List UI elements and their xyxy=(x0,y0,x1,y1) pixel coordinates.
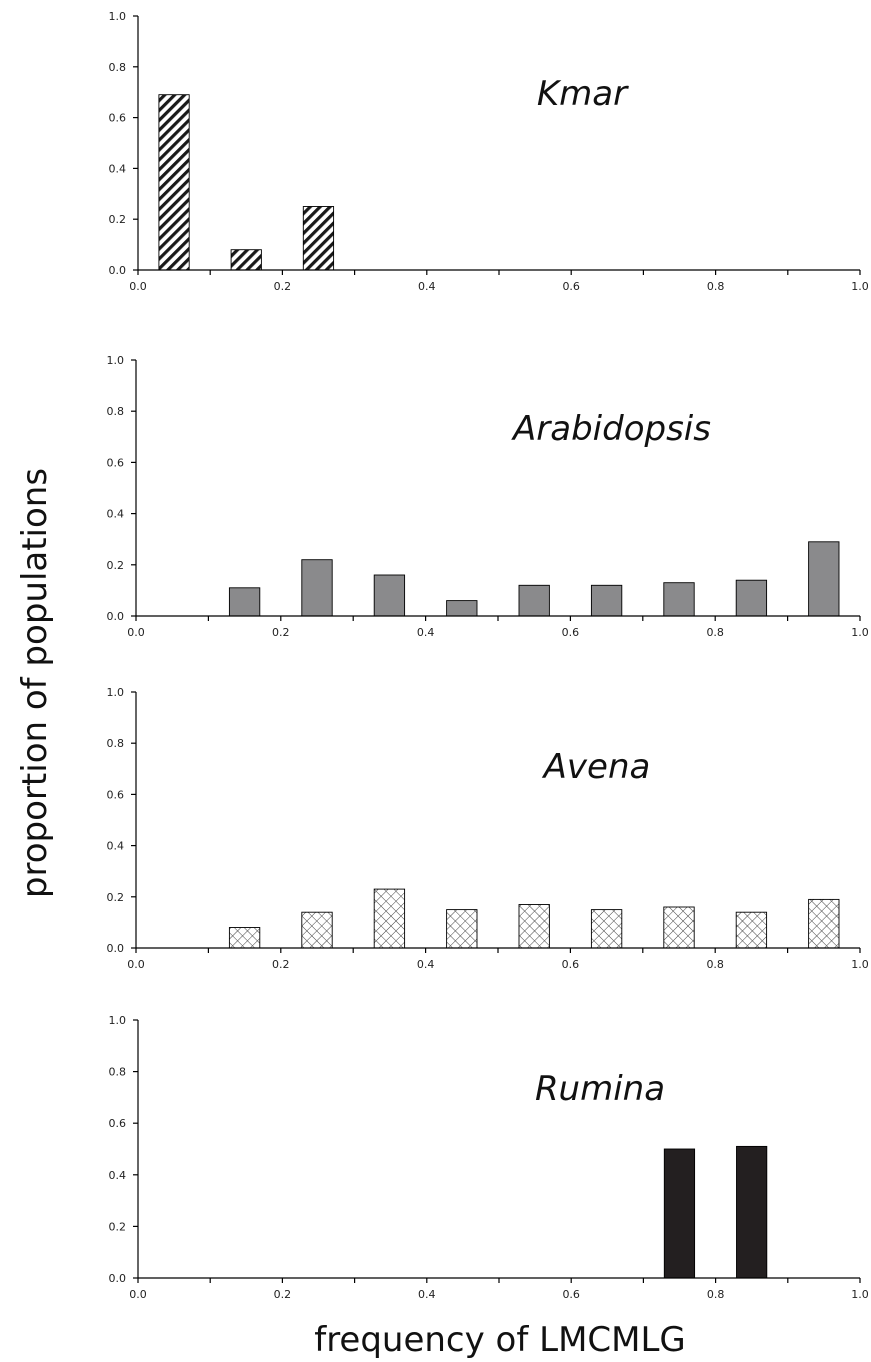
y-tick-label: 0.8 xyxy=(107,405,125,418)
bar xyxy=(808,898,840,949)
y-tick-label: 0.4 xyxy=(107,508,125,521)
y-tick-label: 0.6 xyxy=(109,112,127,125)
x-tick-label: 0.2 xyxy=(274,280,292,293)
bar xyxy=(736,1145,768,1279)
bar xyxy=(373,888,406,949)
bar xyxy=(158,94,190,271)
y-tick-label: 0.4 xyxy=(109,162,127,175)
y-tick-label: 0.0 xyxy=(107,942,125,955)
x-tick-label: 0.6 xyxy=(562,280,580,293)
bar xyxy=(590,584,623,617)
bar xyxy=(446,600,478,617)
y-tick-label: 0.0 xyxy=(109,1272,127,1285)
y-tick-label: 0.2 xyxy=(109,213,127,226)
x-tick-label: 0.0 xyxy=(127,626,145,639)
bar xyxy=(735,911,768,949)
panel-title: Rumina xyxy=(535,1069,665,1109)
y-tick-label: 0.8 xyxy=(107,737,125,750)
x-tick-label: 0.8 xyxy=(706,626,724,639)
bar xyxy=(301,911,333,949)
bar xyxy=(301,559,333,617)
x-tick-label: 0.0 xyxy=(129,1288,147,1301)
x-tick-label: 1.0 xyxy=(851,626,869,639)
y-tick-label: 0.6 xyxy=(107,788,125,801)
y-tick-label: 0.6 xyxy=(107,456,125,469)
bar xyxy=(446,909,478,949)
x-tick-label: 0.2 xyxy=(272,958,290,971)
chart-panel: 0.0 0.2 0.4 0.6 0.8 1.0 0.0 0.2 0.4 0.6 0.8 1.0 Arab… xyxy=(107,354,869,639)
y-tick-label: 0.4 xyxy=(109,1169,127,1182)
y-tick-label: 0.0 xyxy=(109,264,127,277)
x-tick-label: 0.8 xyxy=(707,1288,725,1301)
y-tick-label: 1.0 xyxy=(107,686,125,699)
bar xyxy=(663,582,695,617)
y-tick-label: 1.0 xyxy=(107,354,125,367)
x-tick-label: 0.4 xyxy=(418,280,436,293)
bar xyxy=(808,541,840,617)
bar xyxy=(663,1148,696,1279)
chart-panel: 0.0 0.2 0.4 0.6 0.8 1.0 0.0 0.2 0.4 0.6 0.8 1.0 Aven… xyxy=(107,686,869,971)
y-tick-label: 0.2 xyxy=(107,891,125,904)
x-tick-label: 0.6 xyxy=(562,958,580,971)
bar xyxy=(230,249,262,271)
chart-panel: 0.0 0.2 0.4 0.6 0.8 1.0 0.0 0.2 0.4 0.6 0.8 1.0 Rumi… xyxy=(109,1014,869,1301)
bar xyxy=(735,579,768,617)
y-tick-label: 0.6 xyxy=(109,1117,127,1130)
panel-title: Avena xyxy=(542,747,651,787)
chart-panel: 0.0 0.2 0.4 0.6 0.8 1.0 0.0 0.2 0.4 0.6 0.8 1.0 Kmar xyxy=(109,10,869,293)
y-axis-title: proportion of populations xyxy=(15,468,55,898)
panel-title: Kmar xyxy=(537,74,629,114)
y-tick-label: 0.4 xyxy=(107,840,125,853)
x-tick-label: 0.6 xyxy=(562,626,580,639)
x-tick-label: 0.6 xyxy=(562,1288,580,1301)
bar xyxy=(228,927,261,949)
bar xyxy=(228,587,261,617)
x-tick-label: 0.2 xyxy=(274,1288,292,1301)
y-tick-label: 0.2 xyxy=(107,559,125,572)
bar xyxy=(663,906,695,949)
bar xyxy=(302,206,335,271)
bar xyxy=(590,909,623,949)
x-tick-label: 0.2 xyxy=(272,626,290,639)
bar xyxy=(518,584,550,617)
x-tick-label: 0.4 xyxy=(417,626,435,639)
x-axis-title: frequency of LMCMLG xyxy=(314,1320,686,1360)
x-tick-label: 0.8 xyxy=(707,280,725,293)
y-tick-label: 0.8 xyxy=(109,1066,127,1079)
x-tick-label: 0.8 xyxy=(706,958,724,971)
x-tick-label: 0.4 xyxy=(418,1288,436,1301)
x-tick-label: 1.0 xyxy=(851,958,869,971)
y-tick-label: 0.8 xyxy=(109,61,127,74)
x-tick-label: 1.0 xyxy=(851,1288,869,1301)
bar xyxy=(373,574,406,617)
x-tick-label: 0.4 xyxy=(417,958,435,971)
x-tick-label: 0.0 xyxy=(127,958,145,971)
y-tick-label: 1.0 xyxy=(109,1014,127,1027)
x-tick-label: 1.0 xyxy=(851,280,869,293)
bar xyxy=(518,904,550,949)
panel-title: Arabidopsis xyxy=(511,409,711,449)
y-tick-label: 0.2 xyxy=(109,1220,127,1233)
y-tick-label: 0.0 xyxy=(107,610,125,623)
x-tick-label: 0.0 xyxy=(129,280,147,293)
y-tick-label: 1.0 xyxy=(109,10,127,23)
